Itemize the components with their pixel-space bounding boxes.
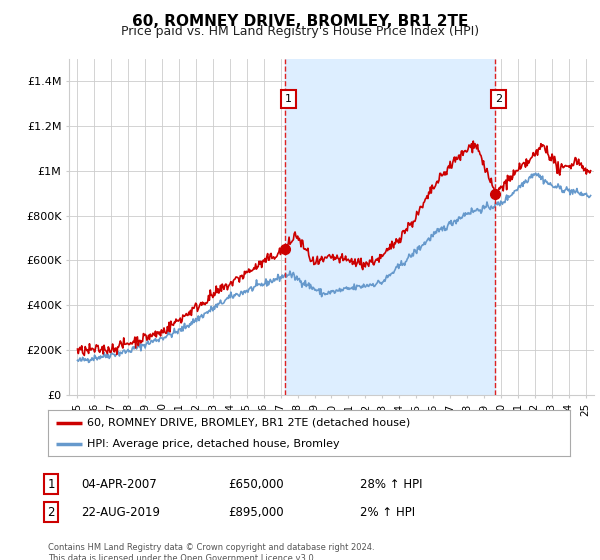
- Text: 1: 1: [285, 94, 292, 104]
- Text: £650,000: £650,000: [228, 478, 284, 491]
- Bar: [285, 59, 495, 395]
- Text: Price paid vs. HM Land Registry's House Price Index (HPI): Price paid vs. HM Land Registry's House …: [121, 25, 479, 38]
- Text: 28% ↑ HPI: 28% ↑ HPI: [360, 478, 422, 491]
- Text: Contains HM Land Registry data © Crown copyright and database right 2024.
This d: Contains HM Land Registry data © Crown c…: [48, 543, 374, 560]
- Text: HPI: Average price, detached house, Bromley: HPI: Average price, detached house, Brom…: [87, 439, 340, 449]
- Text: 60, ROMNEY DRIVE, BROMLEY, BR1 2TE (detached house): 60, ROMNEY DRIVE, BROMLEY, BR1 2TE (deta…: [87, 418, 410, 428]
- Text: 60, ROMNEY DRIVE, BROMLEY, BR1 2TE: 60, ROMNEY DRIVE, BROMLEY, BR1 2TE: [132, 14, 468, 29]
- Text: 2: 2: [495, 94, 502, 104]
- Text: 22-AUG-2019: 22-AUG-2019: [81, 506, 160, 519]
- Text: £895,000: £895,000: [228, 506, 284, 519]
- Text: 2% ↑ HPI: 2% ↑ HPI: [360, 506, 415, 519]
- Text: 04-APR-2007: 04-APR-2007: [81, 478, 157, 491]
- Text: 2: 2: [47, 506, 55, 519]
- Text: 1: 1: [47, 478, 55, 491]
